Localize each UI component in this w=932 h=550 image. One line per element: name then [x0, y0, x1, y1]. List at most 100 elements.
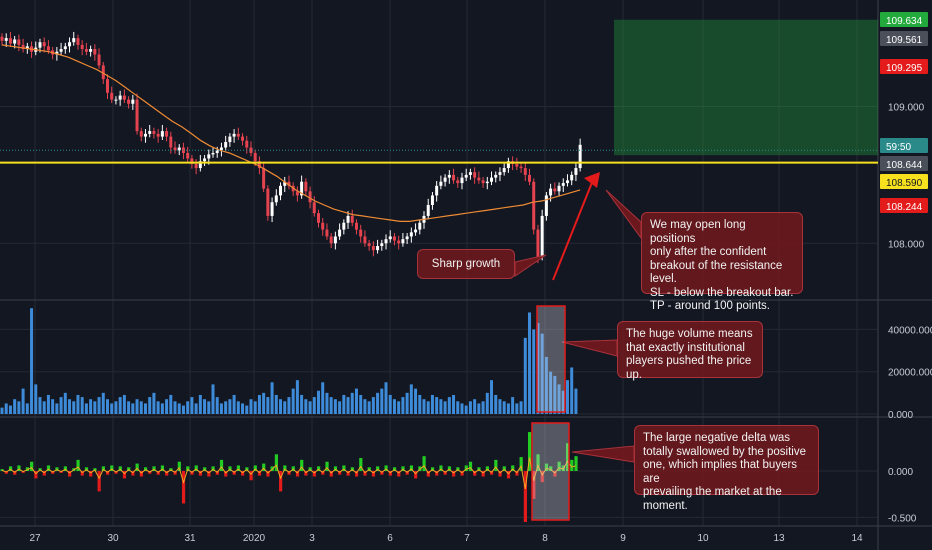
- candle-body-70: [295, 191, 299, 196]
- delta-bar-135: [570, 459, 574, 471]
- delta-bar-74: [312, 471, 316, 477]
- delta-bar-44: [186, 466, 190, 471]
- volume-bar-85: [359, 394, 363, 414]
- delta-bar-91: [384, 465, 388, 471]
- delta-bar-2: [8, 466, 13, 471]
- candle-body-15: [63, 46, 67, 50]
- delta-line: [1, 457, 577, 489]
- candle-body-4: [17, 39, 21, 45]
- candle-body-34: [143, 133, 147, 137]
- candle-body-136: [574, 168, 578, 175]
- delta-bar-126: [532, 471, 536, 499]
- delta-bar-49: [207, 471, 211, 477]
- volume-bar-7: [30, 308, 34, 414]
- volume-bar-116: [490, 380, 494, 414]
- candle-body-42: [177, 147, 181, 151]
- delta-bar-50: [211, 466, 215, 471]
- delta-bar-42: [177, 461, 181, 471]
- candle-body-50: [211, 153, 215, 155]
- candle-body-64: [270, 202, 274, 216]
- volume-bar-13: [55, 403, 59, 414]
- delta-bar-13: [55, 467, 59, 471]
- delta-bar-131: [553, 471, 557, 477]
- candle-body-75: [317, 213, 320, 223]
- delta-bar-86: [363, 471, 367, 476]
- time-axis-tick-7: 8: [542, 533, 548, 544]
- volume-bar-125: [528, 312, 531, 414]
- delta-bar-54: [228, 466, 232, 471]
- sharp-growth-pointer: [514, 254, 547, 277]
- candle-body-84: [354, 222, 358, 230]
- candle-body-90: [380, 243, 384, 247]
- candle-body-116: [490, 177, 494, 182]
- volume-bar-94: [397, 401, 401, 414]
- delta-axis-tick-1: -0.500: [888, 513, 917, 524]
- sharp-growth-note: Sharp growth: [417, 249, 515, 279]
- volume-bar-82: [346, 397, 350, 414]
- delta-bar-36: [152, 466, 156, 471]
- candle-body-46: [194, 163, 198, 169]
- growth-arrow-head: [584, 172, 600, 188]
- delta-bar-69: [291, 466, 295, 471]
- candle-body-125: [528, 174, 531, 182]
- volume-bar-113: [477, 403, 481, 414]
- delta-bar-53: [224, 471, 228, 477]
- volume-bar-74: [312, 397, 316, 414]
- candle-body-31: [131, 99, 135, 104]
- delta-bar-46: [194, 465, 198, 471]
- delta-bar-84: [354, 471, 359, 477]
- volume-axis-tick-1: 20000.000: [888, 368, 932, 379]
- volume-bar-26: [110, 403, 114, 414]
- candle-body-27: [114, 99, 118, 101]
- volume-bar-121: [511, 397, 515, 414]
- candle-body-66: [279, 185, 283, 196]
- candle-body-14: [59, 49, 63, 52]
- delta-bar-89: [376, 466, 380, 471]
- candle-body-93: [392, 236, 396, 241]
- volume-bar-15: [63, 392, 67, 414]
- delta-bar-121: [511, 465, 515, 471]
- candle-body-129: [544, 195, 548, 216]
- candle-body-45: [190, 158, 194, 164]
- time-axis-tick-8: 9: [620, 533, 626, 544]
- delta-bar-70: [295, 471, 300, 477]
- volume-bar-127: [536, 323, 540, 414]
- volume-bar-14: [59, 397, 63, 414]
- delta-bar-11: [46, 465, 51, 471]
- candle-body-47: [198, 161, 202, 169]
- volume-bar-4: [17, 401, 21, 414]
- candle-body-67: [283, 181, 287, 186]
- candle-body-102: [430, 195, 434, 205]
- volume-bar-65: [274, 394, 278, 414]
- candle-body-40: [169, 136, 173, 148]
- volume-bar-19: [80, 397, 84, 414]
- delta-bar-132: [557, 461, 561, 471]
- time-axis-tick-6: 7: [464, 533, 470, 544]
- volume-bar-40: [169, 394, 173, 414]
- candle-body-44: [186, 153, 190, 159]
- candle-body-79: [333, 236, 337, 244]
- price-tag-bg-3: [880, 138, 928, 153]
- volume-bar-22: [93, 401, 97, 414]
- time-axis-tick-5: 6: [387, 533, 393, 544]
- candle-body-20: [84, 49, 88, 52]
- delta-bar-63: [266, 471, 270, 477]
- delta-bar-15: [63, 466, 67, 471]
- delta-bar-33: [139, 471, 143, 477]
- price-axis-tick-1: 109.000: [888, 102, 925, 113]
- candle-body-98: [414, 229, 418, 233]
- candle-body-105: [443, 177, 447, 182]
- price-tag-bg-4: [880, 156, 928, 171]
- delta-bar-37: [156, 471, 160, 475]
- delta-highlight-box: [531, 422, 570, 521]
- delta-bar-125: [528, 432, 532, 471]
- delta-bar-30: [127, 467, 131, 471]
- time-axis-tick-1: 30: [107, 533, 119, 544]
- volume-bar-101: [426, 401, 430, 414]
- candle-body-52: [219, 147, 223, 151]
- volume-bar-131: [553, 375, 557, 414]
- delta-bar-75: [317, 466, 321, 471]
- delta-bar-134: [565, 443, 570, 471]
- volume-bar-69: [291, 388, 295, 414]
- volume-bar-72: [304, 399, 308, 414]
